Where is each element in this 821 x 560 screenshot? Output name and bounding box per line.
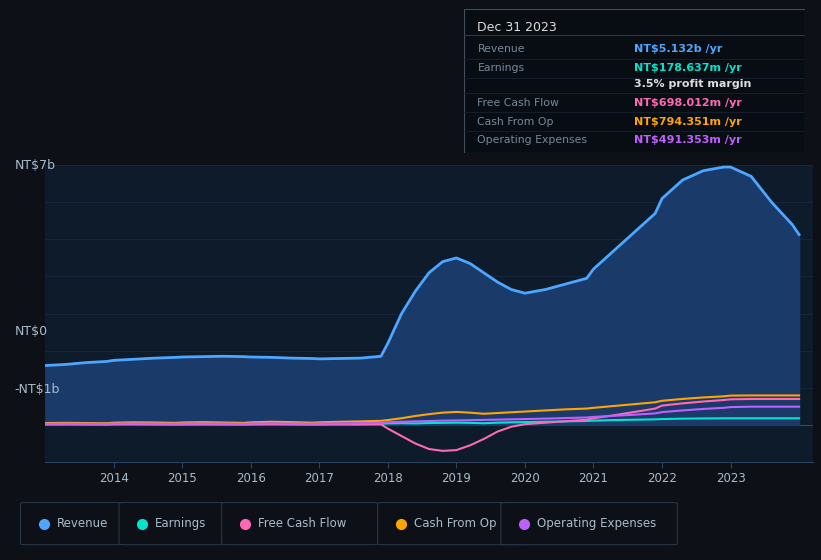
FancyBboxPatch shape	[464, 9, 805, 153]
Text: Dec 31 2023: Dec 31 2023	[478, 21, 557, 34]
Text: Operating Expenses: Operating Expenses	[537, 517, 656, 530]
Text: Cash From Op: Cash From Op	[478, 116, 554, 127]
Text: Operating Expenses: Operating Expenses	[478, 136, 588, 146]
Text: NT$491.353m /yr: NT$491.353m /yr	[635, 136, 742, 146]
Text: Revenue: Revenue	[478, 44, 525, 54]
Text: NT$7b: NT$7b	[15, 158, 56, 172]
Text: Revenue: Revenue	[57, 517, 108, 530]
Text: NT$178.637m /yr: NT$178.637m /yr	[635, 63, 742, 73]
Text: NT$5.132b /yr: NT$5.132b /yr	[635, 44, 722, 54]
FancyBboxPatch shape	[21, 502, 123, 545]
Text: Cash From Op: Cash From Op	[414, 517, 496, 530]
FancyBboxPatch shape	[378, 502, 530, 545]
Text: Free Cash Flow: Free Cash Flow	[478, 98, 559, 108]
Text: -NT$1b: -NT$1b	[15, 382, 60, 396]
FancyBboxPatch shape	[222, 502, 378, 545]
FancyBboxPatch shape	[501, 502, 677, 545]
Text: 3.5% profit margin: 3.5% profit margin	[635, 79, 751, 89]
Text: NT$0: NT$0	[15, 325, 48, 338]
Text: NT$698.012m /yr: NT$698.012m /yr	[635, 98, 742, 108]
Text: Earnings: Earnings	[155, 517, 207, 530]
Text: NT$794.351m /yr: NT$794.351m /yr	[635, 116, 742, 127]
Text: Earnings: Earnings	[478, 63, 525, 73]
Text: Free Cash Flow: Free Cash Flow	[258, 517, 346, 530]
FancyBboxPatch shape	[119, 502, 226, 545]
